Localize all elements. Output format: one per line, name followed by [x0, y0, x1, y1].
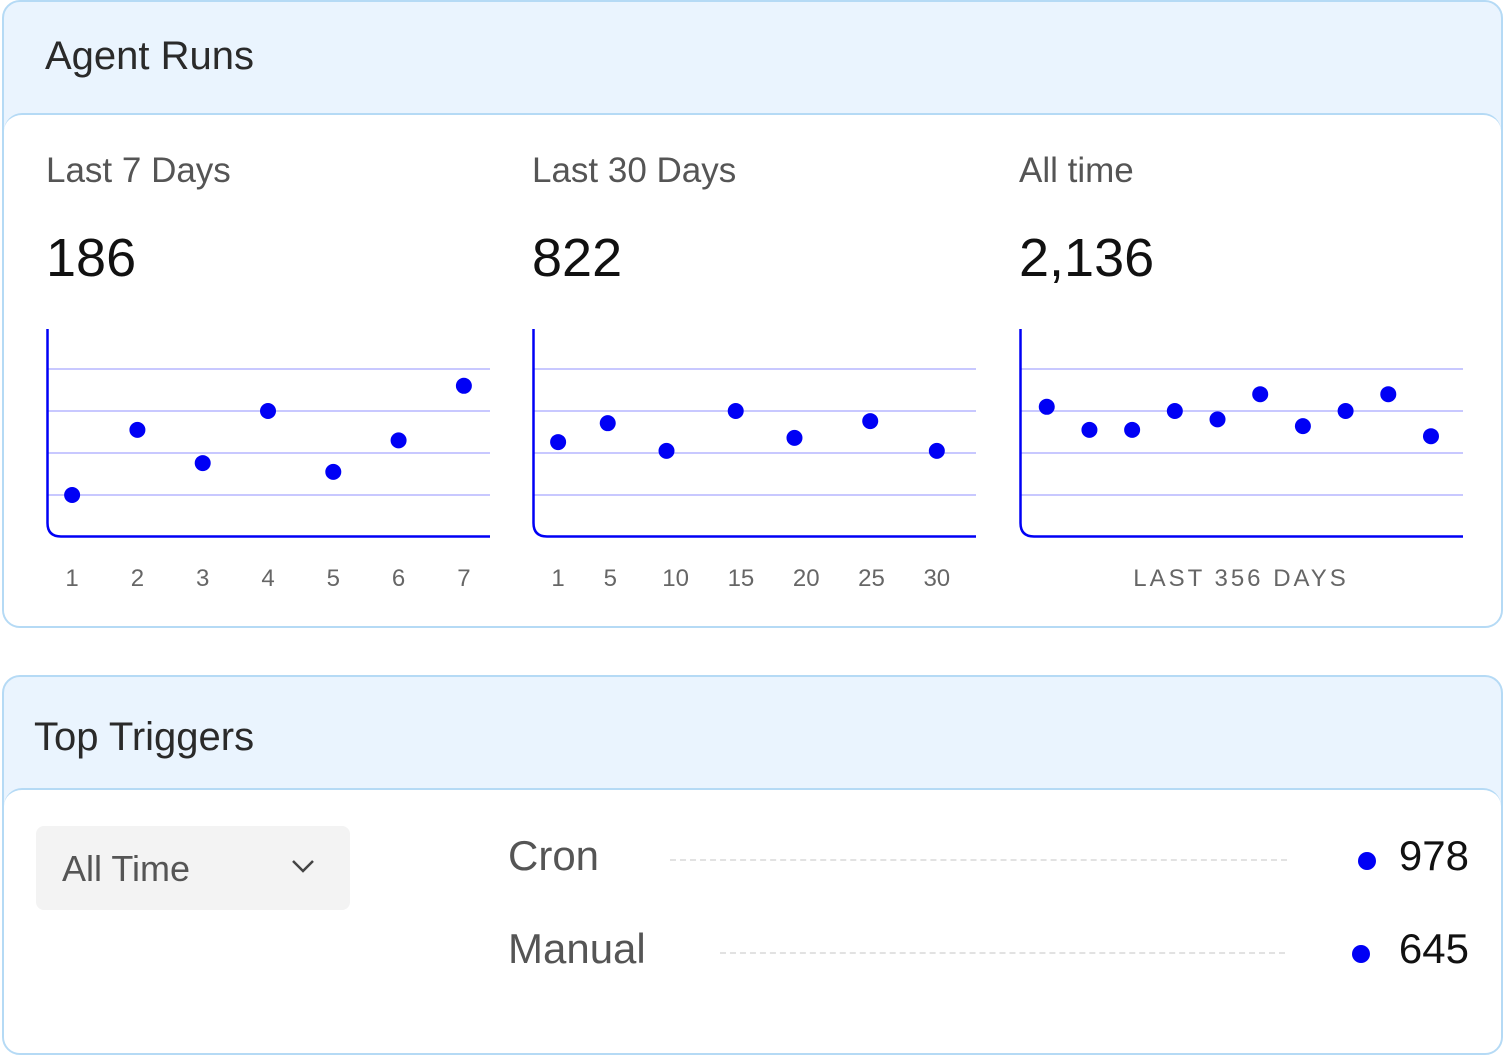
data-point — [786, 429, 803, 446]
x-tick-label: 4 — [261, 565, 275, 592]
data-point — [727, 403, 744, 419]
data-point — [129, 421, 146, 438]
data-point — [1124, 421, 1141, 438]
leader-line — [670, 859, 1287, 861]
x-tick-label: 1 — [551, 565, 565, 592]
x-tick-label: 2 — [130, 565, 145, 592]
data-point — [928, 442, 945, 459]
data-point — [1294, 418, 1311, 435]
card-title: Agent Runs — [45, 34, 255, 78]
runs-chart-1 — [46, 329, 490, 546]
chevron-down-icon — [292, 860, 314, 873]
runs-chart-2 — [532, 329, 976, 546]
data-point — [1380, 386, 1397, 403]
trigger-label: Cron — [508, 832, 600, 879]
trigger-label: Manual — [508, 925, 646, 972]
data-point — [1166, 403, 1183, 419]
axis — [532, 329, 976, 538]
x-tick-label: 5 — [326, 565, 340, 592]
stat-label: Last 30 Days — [532, 151, 737, 190]
trigger-dot — [1352, 945, 1370, 963]
x-tick-label: 30 — [923, 565, 951, 592]
agent-runs-panel: Last 7 Days 186 Last 30 Days 822 All tim… — [4, 113, 1501, 626]
runs-chart-3 — [1019, 329, 1463, 546]
data-point — [1209, 411, 1226, 428]
axis — [46, 329, 490, 538]
top-triggers-card: Top Triggers All Time Cron 978 Manual 64… — [2, 675, 1503, 1055]
x-tick-label: 10 — [662, 565, 689, 592]
data-point — [550, 434, 567, 451]
data-point — [1252, 386, 1269, 403]
data-point — [64, 487, 81, 503]
data-point — [599, 415, 616, 432]
trigger-row-manual: Manual 645 — [508, 925, 1469, 985]
x-tick-label: 15 — [727, 565, 755, 592]
x-tick-label: 1 — [65, 565, 79, 592]
trigger-dot — [1358, 852, 1376, 870]
top-triggers-panel: All Time Cron 978 Manual 645 — [4, 788, 1501, 1053]
x-tick-label: 20 — [792, 565, 820, 592]
data-point — [1337, 403, 1354, 419]
card-title: Top Triggers — [34, 715, 255, 759]
period-select[interactable]: All Time — [36, 826, 350, 910]
stat-label: All time — [1019, 151, 1134, 190]
x-tick-label: 5 — [603, 565, 618, 592]
chart-plot — [46, 329, 490, 538]
stat-label: Last 7 Days — [46, 151, 231, 190]
data-point — [194, 455, 211, 472]
x-tick-label: 25 — [858, 565, 885, 592]
trigger-row-cron: Cron 978 — [508, 832, 1469, 892]
x-tick-label: 7 — [457, 565, 471, 592]
data-point — [325, 463, 342, 480]
data-point — [1422, 428, 1439, 445]
data-point — [455, 377, 472, 394]
trigger-count: 978 — [1398, 832, 1469, 879]
stat-value: 822 — [532, 228, 623, 288]
chart-plot — [1019, 329, 1463, 538]
leader-line — [720, 952, 1285, 954]
x-axis-label: LAST 356 DAYS — [1133, 565, 1349, 592]
agent-runs-card: Agent Runs Last 7 Days 186 Last 30 Days … — [2, 0, 1503, 628]
data-point — [862, 413, 879, 430]
data-point — [260, 403, 276, 419]
axis — [1019, 329, 1463, 538]
data-point — [1081, 421, 1098, 438]
period-select-value: All Time — [62, 848, 191, 889]
x-tick-label: 3 — [196, 565, 210, 592]
x-tick-label: 6 — [391, 565, 406, 592]
data-point — [390, 432, 407, 449]
stat-value: 2,136 — [1019, 228, 1155, 288]
data-point — [1038, 398, 1055, 415]
stat-value: 186 — [46, 228, 137, 288]
trigger-count: 645 — [1398, 925, 1469, 972]
chart-plot — [532, 329, 976, 538]
data-point — [658, 442, 675, 459]
